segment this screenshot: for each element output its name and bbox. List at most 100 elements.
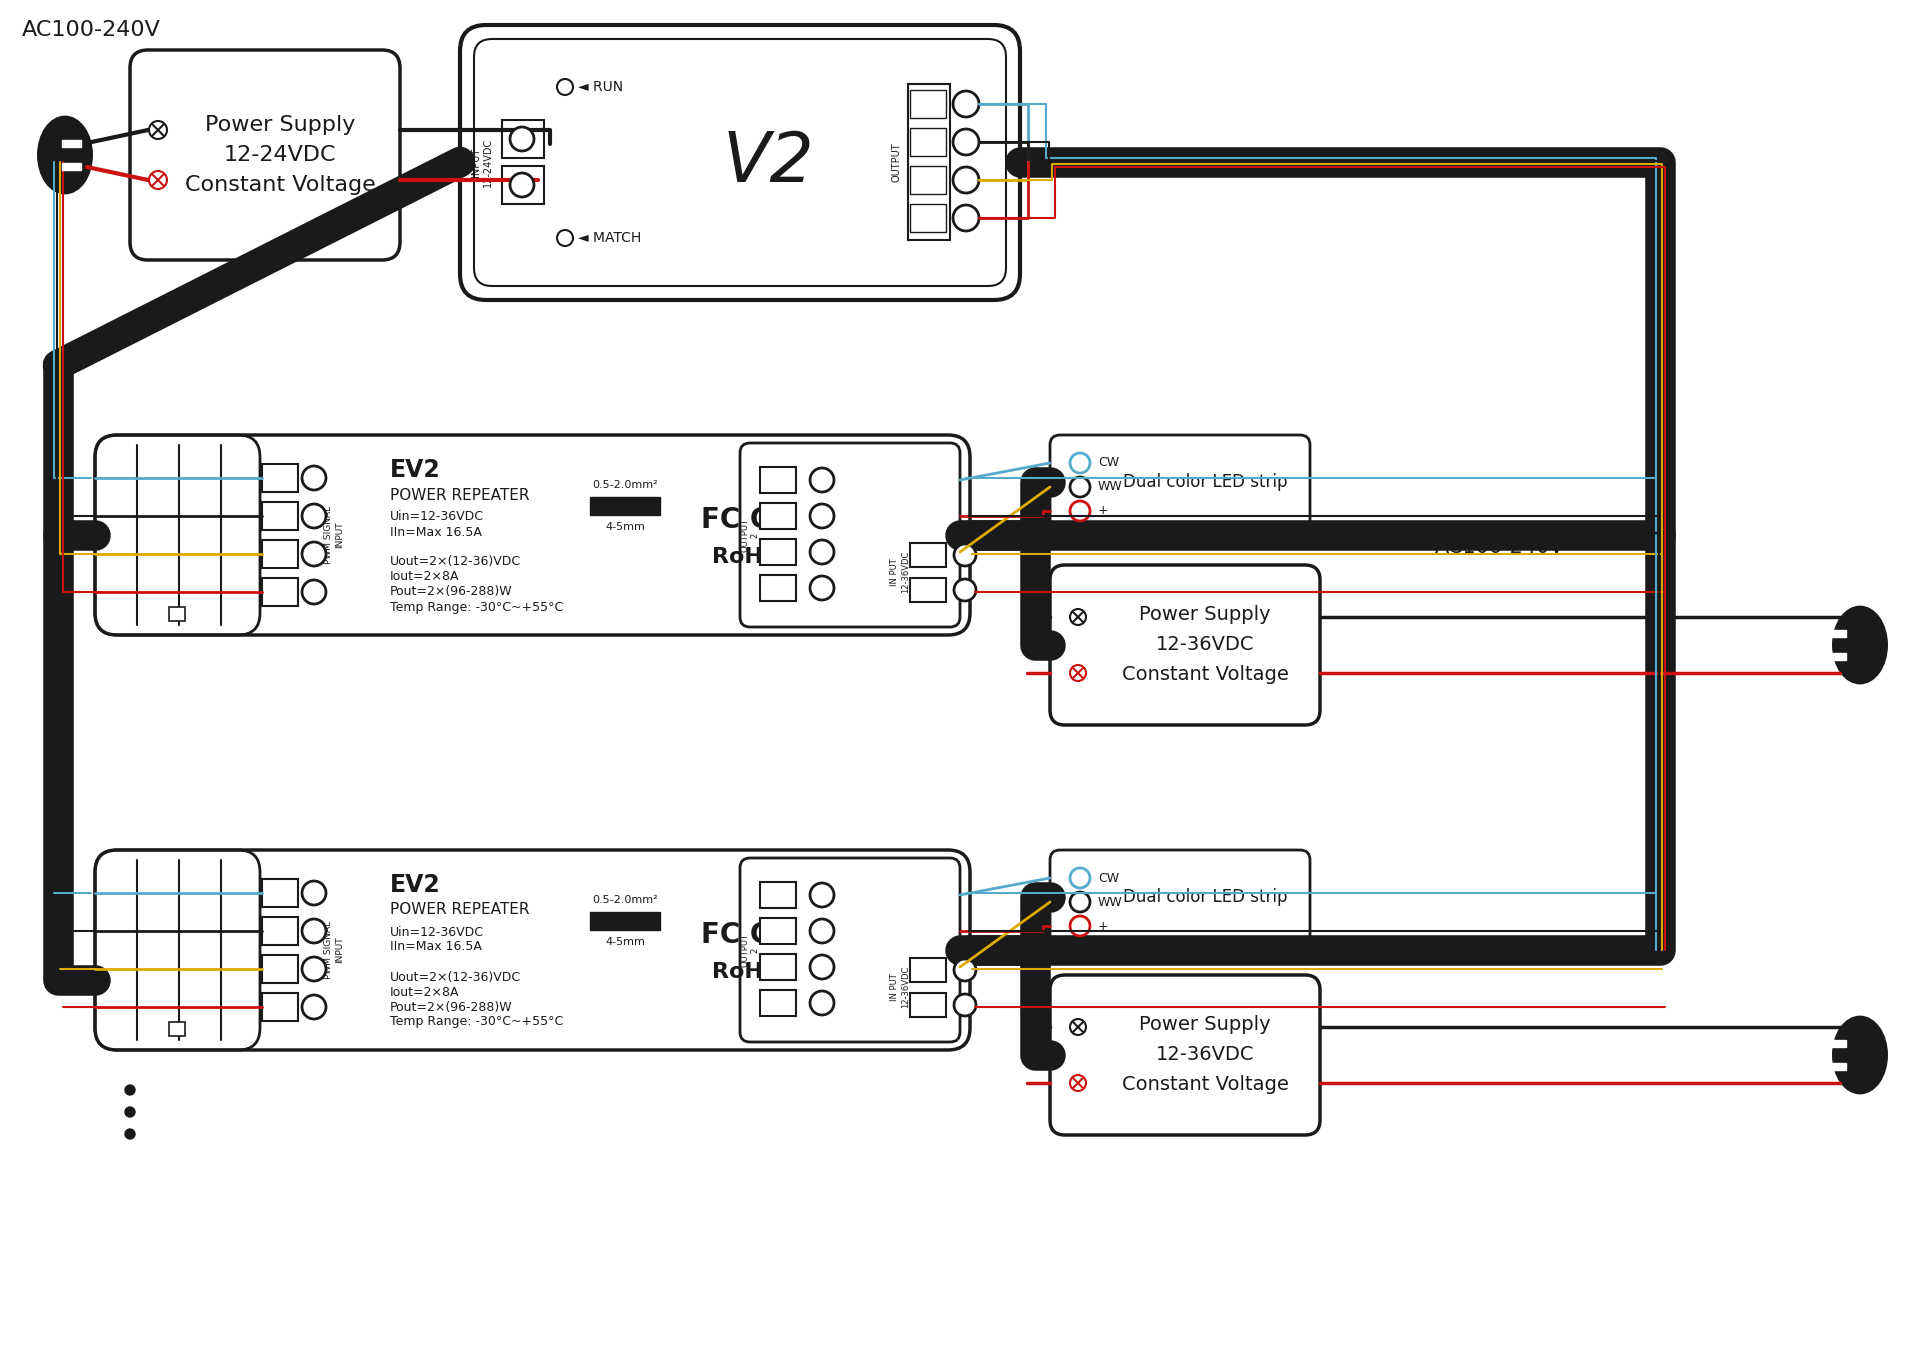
Ellipse shape (1834, 1017, 1887, 1092)
Text: ◄ RUN: ◄ RUN (578, 79, 624, 94)
Text: -: - (925, 964, 929, 975)
Circle shape (301, 995, 326, 1018)
Text: +: + (1098, 505, 1108, 517)
Circle shape (150, 121, 167, 139)
Circle shape (954, 959, 975, 981)
Text: Iout=2×8A: Iout=2×8A (390, 986, 459, 998)
Text: 12-24VDC: 12-24VDC (225, 145, 336, 164)
Text: Constant Voltage: Constant Voltage (1121, 665, 1288, 684)
Circle shape (1069, 453, 1091, 473)
Circle shape (301, 504, 326, 528)
Text: AC100-240V: AC100-240V (21, 20, 161, 40)
Text: OUTPUT: OUTPUT (891, 143, 900, 182)
Text: +: + (924, 137, 931, 147)
Circle shape (1069, 867, 1091, 888)
Text: POWER REPEATER: POWER REPEATER (390, 488, 530, 502)
Bar (910, 203, 947, 232)
Text: Uout=2×(12-36)VDC: Uout=2×(12-36)VDC (390, 555, 520, 568)
Circle shape (125, 1107, 134, 1117)
Text: +: + (774, 998, 781, 1008)
Bar (261, 955, 298, 983)
Circle shape (301, 956, 326, 981)
Text: CW: CW (271, 888, 288, 898)
Bar (169, 607, 184, 621)
Circle shape (125, 1129, 134, 1140)
Text: WW: WW (269, 964, 288, 974)
Bar (1828, 630, 1845, 637)
Circle shape (810, 884, 833, 907)
Text: PWM SIGNAL
INPUT: PWM SIGNAL INPUT (324, 506, 344, 564)
Bar (910, 993, 947, 1017)
Bar (760, 990, 797, 1016)
Circle shape (952, 129, 979, 155)
Bar (261, 578, 298, 606)
Bar (1828, 653, 1845, 660)
Circle shape (810, 504, 833, 528)
Circle shape (1069, 916, 1091, 936)
Bar (908, 84, 950, 240)
Text: AC100-240V: AC100-240V (1434, 947, 1565, 967)
Text: V2: V2 (722, 128, 814, 195)
Text: V+: V+ (273, 1002, 286, 1012)
Circle shape (810, 919, 833, 943)
Text: Power Supply: Power Supply (1139, 1016, 1271, 1034)
Bar (501, 166, 543, 203)
Bar (1828, 1040, 1845, 1047)
Text: ◄ MATCH: ◄ MATCH (578, 230, 641, 245)
Bar (61, 140, 81, 147)
Bar (501, 120, 543, 158)
Bar (261, 993, 298, 1021)
Bar (910, 128, 947, 156)
Text: Pout=2×(96-288)W: Pout=2×(96-288)W (390, 586, 513, 598)
Text: Power Supply: Power Supply (205, 114, 355, 135)
Text: EV2: EV2 (390, 458, 442, 482)
Bar (589, 912, 660, 929)
Circle shape (954, 994, 975, 1016)
Text: AC100-240V: AC100-240V (1434, 537, 1565, 558)
Text: CW: CW (768, 890, 785, 900)
Bar (169, 1022, 184, 1036)
Circle shape (1069, 665, 1087, 682)
Circle shape (301, 881, 326, 905)
Text: FC CE: FC CE (701, 921, 789, 950)
Circle shape (301, 466, 326, 490)
Bar (760, 467, 797, 493)
Circle shape (810, 577, 833, 599)
Text: 0.5-2.0mm²: 0.5-2.0mm² (591, 480, 659, 490)
Bar (910, 578, 947, 602)
Circle shape (810, 467, 833, 492)
Text: Dual color LED strip: Dual color LED strip (1123, 473, 1286, 492)
Text: POWER REPEATER: POWER REPEATER (390, 902, 530, 917)
Bar (910, 958, 947, 982)
Text: Temp Range: -30°C~+55°C: Temp Range: -30°C~+55°C (390, 601, 563, 613)
Circle shape (511, 172, 534, 197)
Bar (61, 163, 81, 170)
Circle shape (1069, 892, 1091, 912)
Text: OUTPUT
2: OUTPUT 2 (741, 519, 760, 552)
Bar (910, 90, 947, 119)
Text: OUTPUT
2: OUTPUT 2 (741, 933, 760, 967)
Circle shape (1069, 501, 1091, 521)
Circle shape (810, 991, 833, 1016)
Text: +: + (1098, 920, 1108, 932)
Text: Pout=2×(96-288)W: Pout=2×(96-288)W (390, 1001, 513, 1013)
Circle shape (954, 579, 975, 601)
Bar (910, 543, 947, 567)
Bar (261, 463, 298, 492)
Circle shape (125, 1084, 134, 1095)
Text: CW: CW (1098, 872, 1119, 885)
Text: Iout=2×8A: Iout=2×8A (390, 571, 459, 583)
Bar (760, 575, 797, 601)
Text: V+: V+ (273, 587, 286, 597)
Text: +: + (924, 585, 933, 595)
Text: FC CE: FC CE (701, 506, 789, 533)
Text: +: + (774, 925, 781, 936)
Circle shape (1069, 477, 1091, 497)
Text: 4-5mm: 4-5mm (605, 523, 645, 532)
Text: IN PUT
12-36VDC: IN PUT 12-36VDC (891, 551, 910, 593)
Ellipse shape (1834, 607, 1887, 683)
Text: CW: CW (920, 98, 937, 109)
Bar (760, 539, 797, 564)
Bar (261, 880, 298, 907)
Text: Power Supply: Power Supply (1139, 606, 1271, 625)
